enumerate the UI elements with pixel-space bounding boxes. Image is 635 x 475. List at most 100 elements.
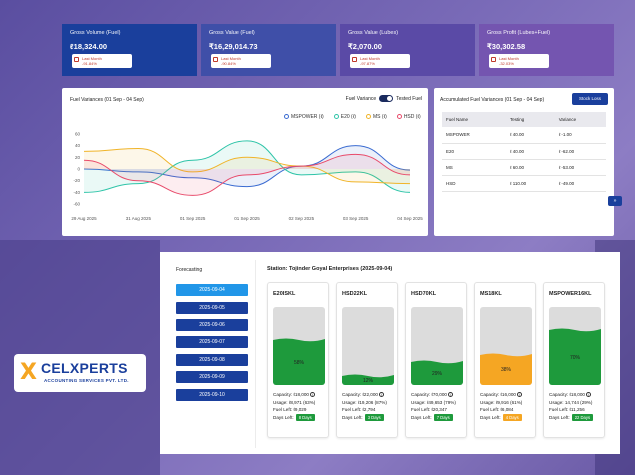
expand-chevron-icon[interactable]: » — [608, 196, 622, 206]
y-tick-label: 20 — [75, 155, 81, 160]
series-line[interactable] — [83, 147, 411, 185]
series-area — [84, 148, 410, 184]
tank-capacity: Capacity: ℓ18,000 i — [549, 391, 593, 399]
legend-item[interactable]: MS (ℓ) — [365, 114, 387, 120]
tank-card: HSD22KL 12% Capacity: ℓ22,000 i Usage: ℓ19,… — [336, 282, 398, 438]
tank-capacity: Capacity: ℓ16,000 i — [480, 391, 523, 399]
date-button[interactable]: 2025-09-08 — [176, 354, 248, 366]
cell-testing: ℓ 40.00 — [506, 143, 555, 160]
tank-fill — [342, 374, 394, 385]
tank-level-gauge: 58% — [273, 307, 325, 385]
date-button[interactable]: 2025-09-07 — [176, 336, 248, 348]
tank-name: HSD22KL — [342, 291, 368, 297]
date-button[interactable]: 2025-09-09 — [176, 371, 248, 383]
kpi-value: ℓ18,324.00 — [70, 42, 108, 51]
station-title: Station: Tojinder Goyal Enterprises (202… — [267, 266, 393, 272]
cell-variance: ℓ -1.00 — [554, 127, 606, 144]
date-button[interactable]: 2025-09-04 — [176, 284, 248, 296]
kpi-gross-value-lubes: Gross Value (Lubes) ₹2,070.00 Last Month… — [340, 24, 475, 76]
cell-fuel: MSPOWER — [442, 127, 507, 144]
series-line[interactable] — [83, 145, 411, 188]
tank-card: E20ISKL 58% Capacity: ℓ18,000 i Usage: ℓ8,9… — [267, 282, 329, 438]
y-tick-label: -40 — [73, 190, 80, 195]
tank-fill — [273, 338, 325, 385]
acc-title: Accumulated Fuel Variances (01 Sep - 04 … — [440, 97, 545, 103]
cell-testing: ℓ 110.00 — [506, 175, 555, 192]
tank-days-left: Days Left: 7 Days — [411, 413, 456, 422]
tank-capacity: Capacity: ℓ70,000 i — [411, 391, 456, 399]
info-icon[interactable]: i — [517, 392, 523, 397]
tank-name: E20ISKL — [273, 291, 296, 297]
tank-level-gauge: 38% — [480, 307, 532, 385]
fuel-variance-panel: Fuel Variances (01 Sep - 04 Sep) Fuel Va… — [62, 88, 428, 236]
x-tick-label: 03 Sep 2025 — [343, 216, 369, 221]
kpi-sub-value: -32.03% — [499, 61, 514, 66]
legend-item[interactable]: MSPOWER (ℓ) — [284, 114, 324, 120]
toggle-label-right: Tested Fuel — [396, 95, 422, 102]
tank-level-gauge: 12% — [342, 307, 394, 385]
kpi-value: ₹2,070.00 — [348, 42, 382, 51]
cell-fuel: E20 — [442, 143, 507, 160]
kpi-value: ₹16,29,014.73 — [209, 42, 258, 51]
date-button[interactable]: 2025-09-05 — [176, 302, 248, 314]
series-line[interactable] — [83, 140, 411, 193]
tank-name: HSD70KL — [411, 291, 437, 297]
info-icon[interactable]: i — [379, 392, 385, 397]
series-area — [84, 154, 410, 196]
tank-level-gauge: 70% — [549, 307, 601, 385]
kpi-gross-volume: Gross Volume (Fuel) ℓ18,324.00 Last Mont… — [62, 24, 197, 76]
cell-testing: ℓ 60.00 — [506, 159, 555, 176]
company-logo: X CELXPERTS ACCOUNTING SERVICES PVT. LTD… — [14, 354, 146, 392]
logo-tagline: ACCOUNTING SERVICES PVT. LTD. — [44, 378, 129, 383]
kpi-sub-value: -97.87% — [360, 61, 375, 66]
tank-fill — [411, 360, 463, 385]
kpi-comparison: Last Month -32.03% — [489, 54, 549, 68]
table-row: E20 ℓ 40.00 ℓ -62.00 — [442, 143, 606, 160]
y-tick-label: 60 — [75, 131, 81, 136]
tank-days-left: Days Left: 3 Days — [342, 413, 387, 422]
days-badge: 22 Days — [571, 413, 594, 421]
tank-percent: 12% — [362, 378, 373, 384]
tank-fuel-left: Fuel Left: ℓ11,256 — [549, 407, 585, 412]
tank-usage: Usage: ℓ19,206 (87%) — [342, 399, 387, 405]
legend-item[interactable]: HSD (ℓ) — [396, 114, 421, 120]
series-area — [84, 145, 410, 187]
tank-level-gauge: 29% — [411, 307, 463, 385]
stock-loss-button[interactable]: Stock Loss — [572, 93, 608, 105]
tank-card: HSD70KL 29% Capacity: ℓ70,000 i Usage: ℓ49,… — [405, 282, 467, 438]
info-icon[interactable]: i — [586, 392, 592, 397]
tank-info: Capacity: ℓ18,000 i Usage: ℓ8,971 (63%) Fu… — [273, 391, 315, 421]
tank-capacity: Capacity: ℓ22,000 i — [342, 391, 387, 399]
chart-legend: MSPOWER (ℓ) E20 (ℓ) MS (ℓ) HSD (ℓ) — [284, 114, 421, 120]
x-tick-label: 02 Sep 2025 — [289, 216, 315, 221]
y-tick-label: -20 — [73, 178, 80, 183]
table-row: MS ℓ 60.00 ℓ -53.00 — [442, 159, 606, 176]
info-icon[interactable]: i — [310, 392, 316, 397]
tank-days-left: Days Left: 8 Days — [273, 413, 315, 422]
cell-variance: ℓ -49.00 — [554, 175, 606, 192]
calendar-icon — [491, 57, 496, 62]
tank-name: MSPOWER16KL — [549, 291, 592, 297]
variance-toggle[interactable] — [379, 95, 394, 102]
tank-card: MSPOWER16KL 70% Capacity: ℓ18,000 i Usage: … — [543, 282, 605, 438]
tank-fuel-left: Fuel Left: ℓ20,347 — [411, 407, 447, 412]
series-line[interactable] — [83, 153, 411, 196]
tank-percent: 38% — [500, 367, 511, 373]
days-badge: 8 Days — [295, 413, 315, 421]
kpi-comparison: Last Month -90.84% — [211, 54, 271, 68]
tank-percent: 58% — [293, 360, 304, 366]
table-row: HSD ℓ 110.00 ℓ -49.00 — [442, 175, 606, 192]
variance-toggle-group: Fuel Variance Tested Fuel — [346, 95, 422, 102]
days-badge: 4 Days — [502, 413, 522, 421]
kpi-sub-label: Last Month — [82, 56, 102, 61]
tank-percent: 70% — [569, 355, 580, 361]
kpi-gross-profit: Gross Profit (Lubes+Fuel) ₹30,302.58 Las… — [479, 24, 614, 76]
x-tick-label: 01 Sep 2025 — [234, 216, 260, 221]
legend-item[interactable]: E20 (ℓ) — [333, 114, 356, 120]
kpi-title: Gross Profit (Lubes+Fuel) — [487, 30, 551, 36]
date-button[interactable]: 2025-09-06 — [176, 319, 248, 331]
info-icon[interactable]: i — [448, 392, 454, 397]
date-button[interactable]: 2025-09-10 — [176, 389, 248, 401]
accumulated-variance-panel: Accumulated Fuel Variances (01 Sep - 04 … — [434, 88, 614, 236]
cell-fuel: HSD — [442, 175, 507, 192]
